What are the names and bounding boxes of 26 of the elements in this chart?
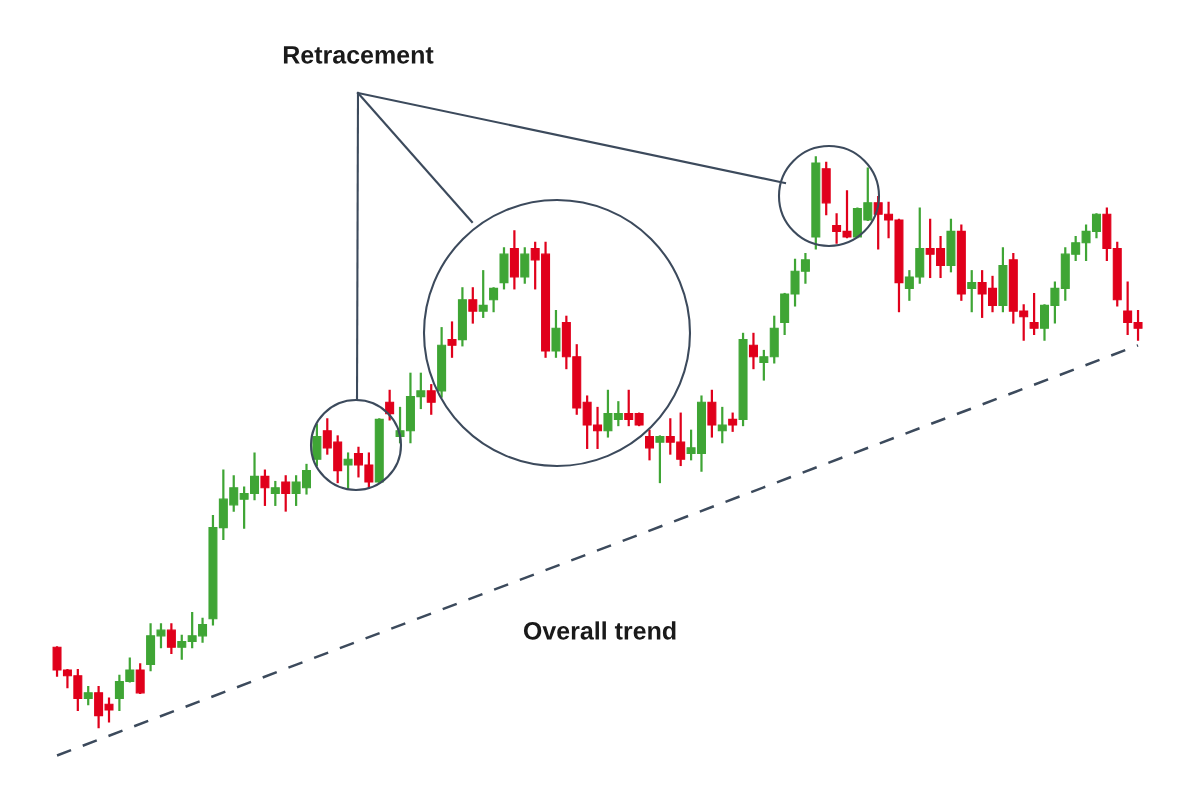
candlestick: [1029, 292, 1039, 336]
candlestick: [447, 321, 457, 358]
candlestick: [748, 332, 758, 370]
candlestick: [281, 475, 291, 512]
candlestick: [551, 310, 561, 358]
candlestick: [468, 287, 478, 324]
candlestick: [312, 423, 322, 467]
candlestick: [343, 452, 353, 489]
candlestick: [166, 623, 176, 655]
candlestick: [478, 270, 488, 318]
text: Retracement: [283, 46, 434, 64]
candlestick: [426, 384, 436, 415]
candlestick: [135, 663, 145, 694]
candlestick: [707, 389, 717, 438]
candlestick: [270, 480, 280, 506]
candlestick: [717, 406, 727, 444]
candlestick: [520, 247, 530, 284]
candlestick: [260, 469, 270, 506]
candlestick: [177, 634, 187, 660]
candlestick: [645, 429, 655, 461]
candlestick: [759, 349, 769, 381]
candlestick: [489, 287, 499, 313]
candlestick: [624, 389, 634, 427]
candlestick: [655, 435, 665, 484]
annotation: Overall trend: [523, 621, 676, 640]
candlestick: [967, 270, 977, 313]
